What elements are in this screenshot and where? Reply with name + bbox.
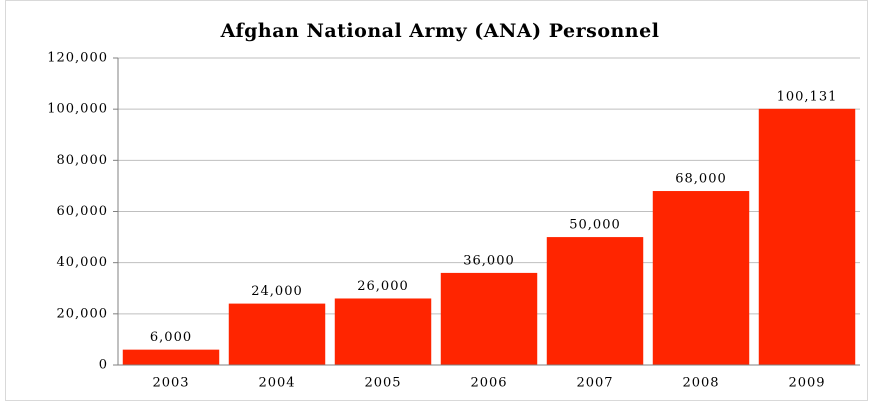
- bar: [228, 303, 326, 365]
- data-label: 24,000: [251, 284, 303, 299]
- x-tick-label: 2005: [364, 376, 401, 391]
- x-tick-label: 2006: [470, 376, 507, 391]
- data-label: 68,000: [675, 172, 727, 187]
- x-tick-label: 2009: [788, 376, 825, 391]
- bar: [546, 237, 644, 365]
- data-label: 50,000: [569, 218, 621, 233]
- data-label: 36,000: [463, 253, 515, 268]
- y-tick-label: 60,000: [57, 204, 109, 219]
- bar: [334, 298, 432, 365]
- x-tick-label: 2004: [258, 376, 295, 391]
- data-label: 26,000: [357, 279, 409, 294]
- bar: [758, 108, 856, 365]
- x-tick-label: 2003: [152, 376, 189, 391]
- x-tick-label: 2008: [682, 376, 719, 391]
- y-tick-label: 20,000: [57, 306, 109, 321]
- data-label: 6,000: [150, 330, 192, 345]
- bar: [652, 191, 750, 365]
- y-tick-label: 0: [99, 358, 108, 373]
- x-tick-label: 2007: [576, 376, 613, 391]
- bar: [122, 349, 220, 365]
- chart-title: Afghan National Army (ANA) Personnel: [220, 20, 660, 42]
- y-tick-label: 120,000: [47, 51, 108, 66]
- y-tick-label: 100,000: [47, 102, 108, 117]
- y-tick-label: 40,000: [57, 255, 109, 270]
- data-label: 100,131: [777, 89, 838, 104]
- bar: [440, 272, 538, 365]
- y-tick-label: 80,000: [57, 153, 109, 168]
